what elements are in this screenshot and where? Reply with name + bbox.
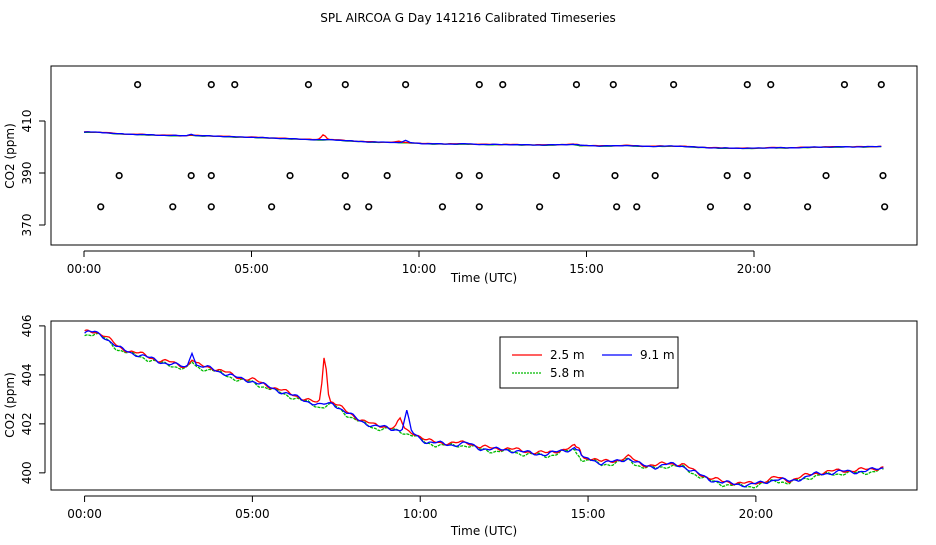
top-marker-377-5	[365, 203, 373, 211]
top-marker-389-10	[651, 172, 659, 180]
top-marker-389-4	[341, 172, 349, 180]
bottom-ytick-label-402: 402	[20, 412, 34, 435]
top-marker-424-9	[609, 80, 617, 89]
chart-title: SPL AIRCOA G Day 141216 Calibrated Times…	[320, 11, 615, 25]
top-marker-389-0	[115, 172, 123, 180]
top-marker-424-4	[341, 80, 349, 89]
top-x-axis-label: Time (UTC)	[450, 271, 517, 285]
top-xtick-label-5: 05:00	[234, 262, 269, 276]
top-marker-424-1	[207, 80, 215, 89]
top-marker-424-7	[499, 80, 507, 89]
top-marker-377-6	[438, 203, 447, 211]
top-marker-389-13	[822, 172, 830, 180]
bottom-plot-frame	[50, 320, 918, 491]
top-marker-424-2	[231, 80, 239, 89]
top-marker-377-10	[633, 203, 641, 211]
top-marker-377-8	[535, 203, 544, 211]
top-y-axis-label: CO2 (ppm)	[3, 123, 17, 189]
top-marker-389-11	[723, 172, 731, 180]
top-marker-389-6	[455, 172, 463, 180]
top-marker-377-4	[343, 203, 351, 211]
legend: 2.5 m 9.1 m 5.8 m	[499, 336, 679, 389]
top-series-5-8-m	[84, 131, 882, 150]
bottom-series-5-8-m	[84, 332, 884, 489]
top-series-2-5-m	[83, 131, 882, 149]
top-xtick-label-10: 10:00	[402, 262, 437, 276]
top-marker-377-13	[803, 203, 812, 211]
bottom-xtick-label-0: 00:00	[67, 507, 102, 521]
top-marker-377-3	[268, 203, 276, 211]
top-marker-377-2	[207, 203, 215, 211]
top-marker-424-12	[767, 80, 775, 89]
top-plot-frame	[50, 65, 918, 246]
top-marker-424-5	[402, 80, 410, 89]
bottom-x-axis-label: Time (UTC)	[450, 524, 517, 538]
bottom-xtick-label-20: 20:00	[739, 507, 774, 521]
top-marker-389-2	[207, 172, 215, 180]
bottom-series-2-5-m	[84, 329, 884, 486]
top-panel: 370 390 410 00:00 05:00 10:00 15:00 20:00 Time…	[3, 65, 918, 285]
legend-label-2-5m: 2.5 m	[550, 348, 585, 362]
top-marker-389-9	[611, 172, 619, 180]
bottom-y-axis-label: CO2 (ppm)	[3, 372, 17, 438]
top-marker-377-1	[169, 203, 177, 211]
top-marker-389-7	[475, 172, 483, 180]
top-marker-424-14	[877, 80, 885, 89]
top-marker-389-8	[552, 172, 560, 180]
top-ytick-label-370: 370	[20, 214, 34, 237]
top-marker-377-9	[613, 203, 621, 211]
bottom-ytick-label-406: 406	[20, 314, 34, 337]
top-marker-389-12	[743, 172, 751, 180]
top-marker-377-0	[97, 203, 105, 211]
top-marker-377-12	[743, 203, 751, 211]
top-marker-424-0	[134, 80, 142, 89]
top-marker-424-10	[669, 80, 678, 89]
top-ytick-label-390: 390	[20, 162, 34, 185]
top-ytick-label-410: 410	[20, 110, 34, 133]
top-series-9-1-m	[83, 131, 882, 150]
bottom-xtick-label-5: 05:00	[235, 507, 270, 521]
top-marker-389-3	[286, 172, 294, 180]
legend-label-9-1m: 9.1 m	[640, 348, 675, 362]
top-marker-377-11	[706, 203, 715, 211]
top-xtick-label-15: 15:00	[569, 262, 604, 276]
top-marker-424-6	[475, 80, 483, 89]
top-marker-389-14	[879, 172, 887, 180]
top-marker-424-3	[304, 80, 313, 89]
bottom-panel: 400 402 404 406 00:00 05:00 10:00 15:00 20:00 T…	[3, 314, 918, 538]
top-xtick-label-20: 20:00	[737, 262, 772, 276]
bottom-ytick-label-400: 400	[20, 461, 34, 484]
top-marker-424-11	[743, 80, 751, 89]
bottom-ytick-label-404: 404	[20, 363, 34, 386]
top-marker-424-13	[840, 80, 849, 89]
top-marker-377-7	[475, 203, 483, 211]
bottom-xtick-label-10: 10:00	[403, 507, 438, 521]
top-marker-424-8	[572, 80, 581, 89]
bottom-series-9-1-m	[84, 330, 884, 488]
bottom-xtick-label-15: 15:00	[571, 507, 606, 521]
top-marker-389-1	[187, 172, 195, 180]
top-xtick-label-0: 00:00	[67, 262, 102, 276]
top-marker-377-14	[881, 203, 889, 211]
legend-box	[499, 336, 679, 389]
legend-label-5-8m: 5.8 m	[550, 366, 585, 380]
top-marker-389-5	[383, 172, 391, 180]
